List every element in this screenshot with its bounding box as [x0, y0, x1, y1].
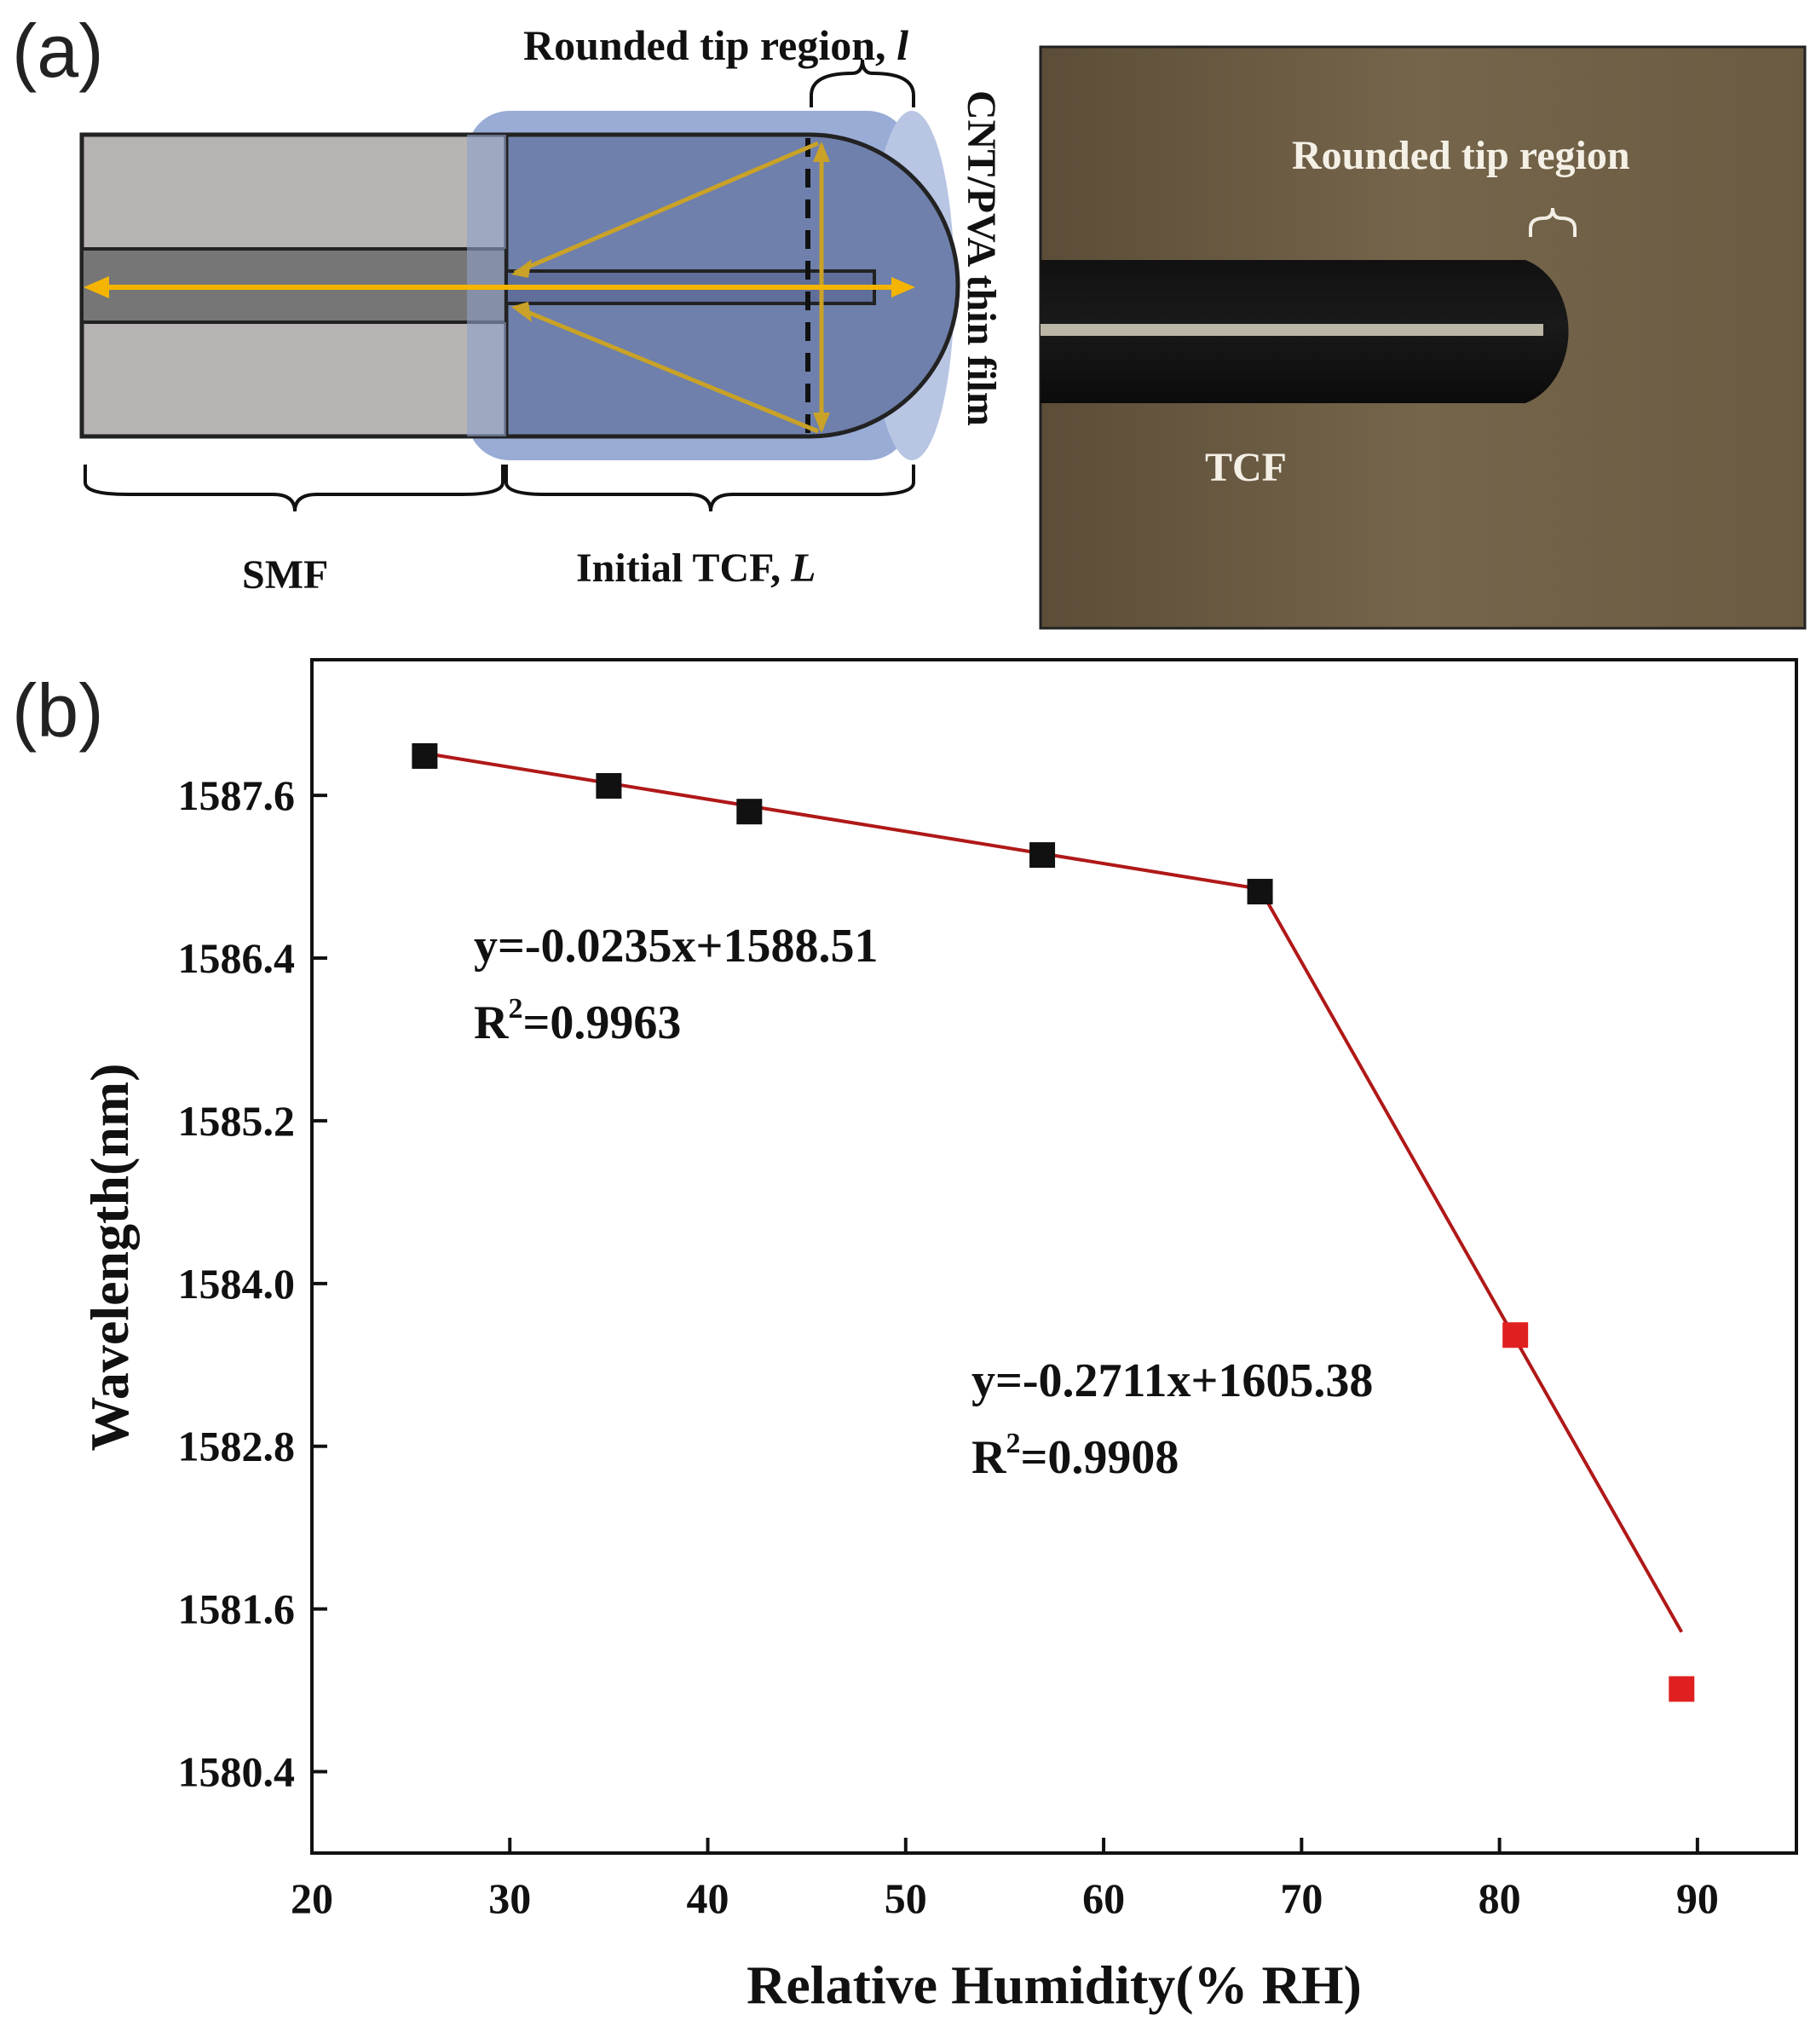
y-tick-label: 1581.6: [178, 1585, 296, 1633]
fit-line: [1258, 887, 1684, 1633]
x-tick-label: 70: [1280, 1874, 1323, 1922]
data-point-series-1: [412, 742, 438, 769]
tcf-brace: [504, 465, 915, 512]
ray-arrowheads: [511, 141, 830, 433]
photo-core: [1041, 324, 1543, 336]
plot-frame: [310, 658, 1798, 1855]
y-axis-ticks: 1580.4 1581.6 1582.8 1584.0 1585.2 1586.4 1587…: [178, 771, 327, 1796]
data-point-series-1: [736, 799, 763, 825]
data-point-series-1: [1029, 842, 1056, 869]
data-point-series-1: [596, 772, 622, 799]
x-tick-label: 30: [488, 1874, 531, 1922]
y-tick-label: 1587.6: [178, 771, 296, 819]
x-tick-label: 60: [1082, 1874, 1125, 1922]
data-point-series-2: [1502, 1322, 1529, 1348]
tcf-initial-label: Initial TCF, L: [576, 546, 816, 591]
photo-rounded-tip-label: Rounded tip region: [1292, 133, 1630, 178]
y-tick-label: 1580.4: [178, 1748, 296, 1796]
x-tick-label: 90: [1676, 1874, 1719, 1922]
tip-brace: [810, 59, 915, 107]
panel-b-letter: (b): [12, 668, 104, 753]
data-points: [412, 742, 1695, 1702]
main-ray-arrow-left: [84, 276, 109, 298]
y-axis-title: Wavelength(nm): [79, 1063, 140, 1451]
y-tick-label: 1584.0: [178, 1260, 296, 1308]
main-ray-arrow-right: [891, 277, 915, 297]
x-axis-ticks: 20 30 40 50 60 70 80 90: [291, 1838, 1719, 1922]
fit-line: [424, 751, 1260, 891]
fit-equation-1: y=-0.0235x+1588.51: [474, 920, 878, 973]
fit-lines: [424, 751, 1684, 1633]
fit-r2-1: R2=0.9963: [474, 993, 681, 1049]
photo-tcf-label: TCF: [1205, 445, 1287, 490]
film-label: CNT/PVA thin film: [959, 90, 1004, 426]
x-tick-label: 50: [885, 1874, 927, 1922]
x-tick-label: 40: [687, 1874, 729, 1922]
x-axis-title: Relative Humidity(% RH): [747, 1955, 1362, 2015]
x-tick-label: 20: [291, 1874, 333, 1922]
fiber-schematic: [79, 59, 960, 512]
y-tick-label: 1586.4: [178, 934, 296, 982]
micrograph-photo: Rounded tip region TCF: [1039, 45, 1807, 630]
y-tick-label: 1582.8: [178, 1423, 296, 1470]
data-point-series-1: [1247, 879, 1273, 905]
fit-r2-2: R2=0.9908: [971, 1428, 1179, 1484]
panel-a-letter: (a): [12, 9, 104, 93]
smf-label: SMF: [242, 552, 328, 598]
smf-brace: [84, 465, 504, 512]
photo-tip-brace: [1529, 207, 1577, 237]
x-tick-label: 80: [1479, 1874, 1521, 1922]
data-point-series-2: [1669, 1676, 1695, 1702]
y-tick-label: 1585.2: [178, 1097, 296, 1145]
fit-equation-2: y=-0.2711x+1605.38: [971, 1354, 1373, 1407]
plot-area: 1580.4 1581.6 1582.8 1584.0 1585.2 1586.4 1587…: [178, 658, 1798, 1922]
rounded-tip-label: Rounded tip region, l: [523, 21, 908, 69]
